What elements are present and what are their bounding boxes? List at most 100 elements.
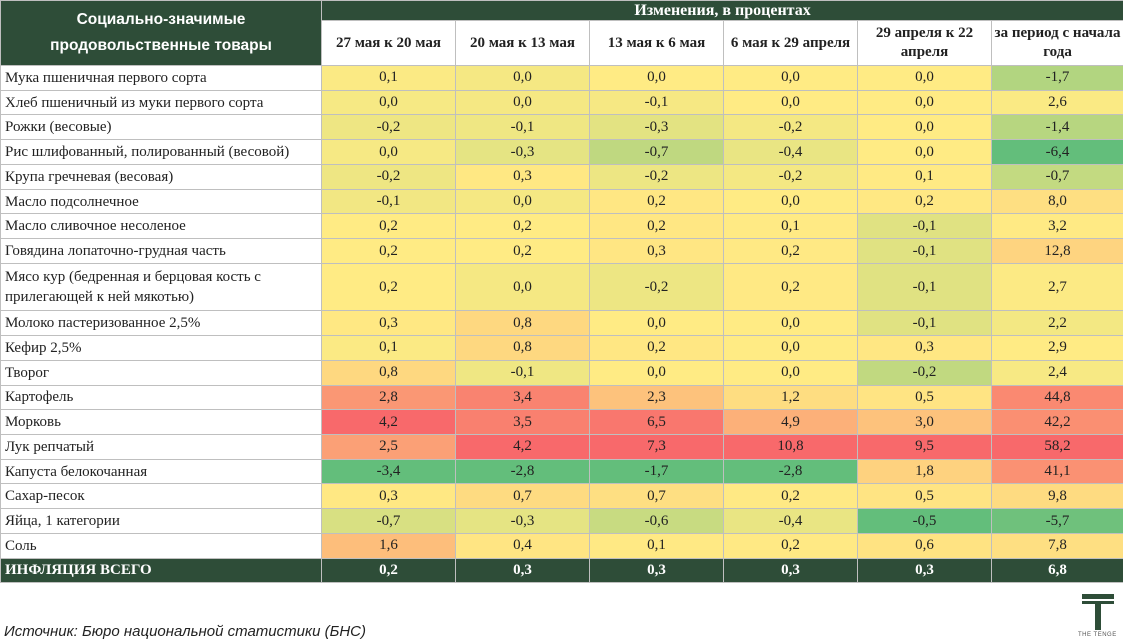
- value-cell: 2,8: [321, 384, 456, 411]
- column-header: 13 мая к 6 мая: [589, 20, 724, 66]
- table-row: Лук репчатый 2,5 4,2 7,3 10,8 9,5 58,2: [0, 434, 1123, 460]
- value-cell: -0,2: [589, 163, 724, 190]
- value-cell: 0,2: [321, 213, 456, 240]
- value-cell: -0,3: [455, 139, 590, 165]
- value-cell: -0,3: [455, 508, 590, 534]
- value-cell: -0,2: [589, 262, 724, 312]
- value-cell: 0,8: [455, 335, 590, 361]
- value-cell: 0,0: [455, 188, 590, 215]
- value-cell: 4,2: [455, 434, 590, 460]
- table-row: Молоко пастеризованное 2,5% 0,3 0,8 0,0 0,0-…: [0, 310, 1123, 337]
- table-row: Картофель 2,8 3,4 2,3 1,2 0,5 44,8: [0, 384, 1123, 411]
- product-name: Картофель: [0, 384, 322, 411]
- value-cell: 0,2: [857, 188, 992, 215]
- column-header: 20 мая к 13 мая: [455, 20, 590, 66]
- value-cell: -0,7: [990, 163, 1123, 190]
- value-cell: -5,7: [990, 508, 1123, 534]
- value-cell: -0,7: [321, 508, 456, 534]
- value-cell: 0,3: [455, 163, 590, 190]
- table-row: Масло сливочное несоленое 0,2 0,2 0,2 0,1 -0,…: [0, 213, 1123, 240]
- table-row: Хлеб пшеничный из муки первого сорта 0,0 0…: [0, 89, 1123, 116]
- value-cell: -0,2: [321, 163, 456, 190]
- value-cell: 3,4: [455, 384, 590, 411]
- value-cell: 0,2: [455, 213, 590, 240]
- table-row: Капуста белокочанная -3,4 -2,8 -1,7 -2,8 1,8 4…: [0, 458, 1123, 485]
- value-cell: -0,6: [589, 508, 724, 534]
- column-header: за период с начала года: [990, 20, 1123, 66]
- value-cell: 2,7: [990, 262, 1123, 312]
- value-cell: 0,0: [321, 139, 456, 165]
- value-cell: -0,1: [857, 262, 992, 312]
- value-cell: 0,0: [857, 89, 992, 116]
- value-cell: 0,1: [723, 213, 858, 240]
- value-cell: 1,8: [857, 458, 992, 485]
- value-cell: 0,0: [723, 310, 858, 337]
- value-cell: -1,7: [589, 458, 724, 485]
- value-cell: -0,2: [321, 114, 456, 141]
- table-row: Морковь 4,2 3,5 6,5 4,9 3,0 42,2: [0, 409, 1123, 435]
- value-cell: 2,5: [321, 434, 456, 460]
- value-cell: 41,1: [990, 458, 1123, 485]
- value-cell: 0,0: [723, 65, 858, 91]
- value-cell: -0,5: [857, 508, 992, 534]
- value-cell: -0,2: [857, 359, 992, 386]
- column-header: 6 мая к 29 апреля: [723, 20, 858, 66]
- product-name: Яйца, 1 категории: [0, 508, 322, 534]
- table-row: Рис шлифованный, полированный (весовой) 0…: [0, 139, 1123, 165]
- price-change-table: Социально-значимые продовольственные тов…: [0, 0, 1123, 584]
- total-row: ИНФЛЯЦИЯ ВСЕГО 0,2 0,3 0,3 0,3 0,3 6,8: [0, 557, 1123, 584]
- value-cell: 0,0: [455, 65, 590, 91]
- value-cell: -0,1: [857, 310, 992, 337]
- value-cell: -2,8: [455, 458, 590, 485]
- value-cell: -0,2: [723, 114, 858, 141]
- product-name: Мука пшеничная первого сорта: [0, 65, 322, 91]
- table-row: Сахар-песок 0,3 0,7 0,7 0,2 0,5 9,8: [0, 483, 1123, 510]
- total-value-cell: 0,2: [321, 557, 456, 584]
- value-cell: 3,0: [857, 409, 992, 435]
- the-tenge-logo: [1082, 594, 1114, 630]
- value-cell: 2,6: [990, 89, 1123, 116]
- value-cell: 0,2: [321, 262, 456, 312]
- value-cell: 0,2: [589, 335, 724, 361]
- column-header: 29 апреля к 22 апреля: [857, 20, 992, 66]
- value-cell: 0,2: [723, 483, 858, 510]
- value-cell: 42,2: [990, 409, 1123, 435]
- value-cell: -2,8: [723, 458, 858, 485]
- product-name: Сахар-песок: [0, 483, 322, 510]
- products-column-header: Социально-значимые продовольственные тов…: [0, 0, 322, 66]
- product-name: Молоко пастеризованное 2,5%: [0, 310, 322, 337]
- value-cell: -0,1: [455, 359, 590, 386]
- value-cell: 0,0: [589, 310, 724, 337]
- total-value-cell: 0,3: [723, 557, 858, 584]
- table-row: Крупа гречневая (весовая) -0,2 0,3 -0,2 -0,2…: [0, 163, 1123, 190]
- value-cell: 0,0: [589, 65, 724, 91]
- changes-group-header: Изменения, в процентах: [320, 0, 1123, 21]
- value-cell: 0,2: [589, 213, 724, 240]
- value-cell: 9,8: [990, 483, 1123, 510]
- source-note: Источник: Бюро национальной статистики (…: [4, 623, 366, 640]
- total-label: ИНФЛЯЦИЯ ВСЕГО: [0, 557, 322, 584]
- table-row: Кефир 2,5% 0,1 0,8 0,2 0,0 0,3 2,9: [0, 335, 1123, 361]
- column-header: 27 мая к 20 мая: [321, 20, 456, 66]
- value-cell: 6,5: [589, 409, 724, 435]
- value-cell: 0,3: [857, 335, 992, 361]
- value-cell: 0,0: [723, 89, 858, 116]
- product-name: Хлеб пшеничный из муки первого сорта: [0, 89, 322, 116]
- product-name: Морковь: [0, 409, 322, 435]
- product-name: Масло подсолнечное: [0, 188, 322, 215]
- value-cell: 1,6: [321, 532, 456, 559]
- value-cell: 7,3: [589, 434, 724, 460]
- value-cell: 0,0: [723, 335, 858, 361]
- value-cell: 0,2: [455, 238, 590, 264]
- value-cell: -0,1: [857, 213, 992, 240]
- product-name: Масло сливочное несоленое: [0, 213, 322, 240]
- value-cell: 2,4: [990, 359, 1123, 386]
- value-cell: 10,8: [723, 434, 858, 460]
- value-cell: 0,7: [589, 483, 724, 510]
- value-cell: -0,1: [589, 89, 724, 116]
- value-cell: 0,0: [321, 89, 456, 116]
- product-name: Говядина лопаточно-грудная часть: [0, 238, 322, 264]
- table-row: Соль 1,6 0,4 0,1 0,2 0,6 7,8: [0, 532, 1123, 559]
- product-name: Творог: [0, 359, 322, 386]
- table-row: Творог 0,8 -0,1 0,0 0,0 -0,2 2,4: [0, 359, 1123, 386]
